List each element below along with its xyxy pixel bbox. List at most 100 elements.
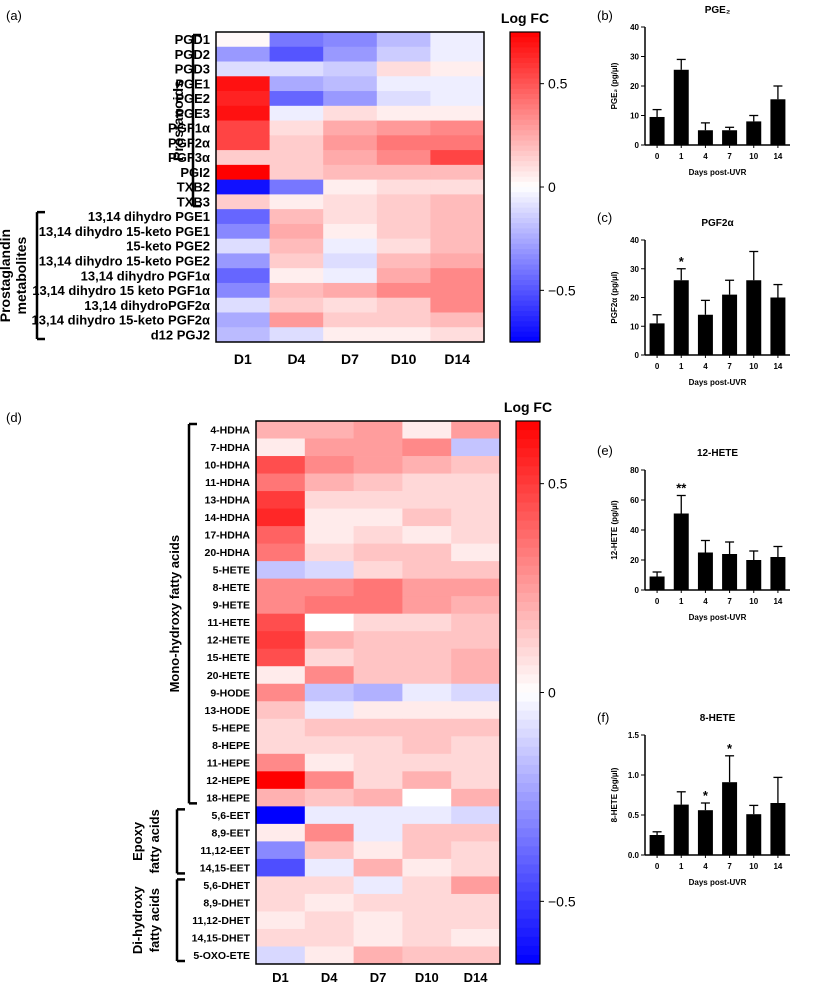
heatmap-a-cell: [269, 253, 324, 269]
heatmap-d-colorbar-segment: [516, 692, 540, 703]
heatmap-a-colorbar-segment: [510, 228, 540, 235]
bar-f-y-label: 8-HETE (pg/µl): [610, 767, 619, 822]
heatmap-d-row-label: 5-HEPE: [212, 722, 250, 734]
heatmap-a-cell: [376, 268, 431, 284]
bar-b-x-tick-label: 1: [679, 152, 684, 161]
bar-e-y-label: 12-HETE (pg/µl): [610, 500, 619, 560]
heatmap-a-colorbar-segment: [510, 212, 540, 219]
heatmap-a-colorbar-segment: [510, 52, 540, 59]
heatmap-a-colorbar-segment: [510, 197, 540, 204]
heatmap-a-cell: [323, 253, 378, 269]
heatmap-d-cell: [304, 788, 354, 807]
heatmap-a-colorbar-title: Log FC: [501, 10, 549, 26]
heatmap-a-colorbar-segment: [510, 125, 540, 131]
heatmap-d-cell: [402, 823, 452, 842]
heatmap-a-cell: [269, 327, 324, 343]
heatmap-a-cell: [430, 209, 485, 225]
heatmap-a-cell: [323, 105, 378, 121]
bar-c-bar: [649, 323, 665, 355]
heatmap-d-row-label: 4-HDHA: [210, 425, 250, 437]
heatmap-d-cell: [402, 508, 452, 527]
heatmap-d-row-label: 18-HEPE: [206, 792, 250, 804]
heatmap-a-cell: [216, 268, 270, 284]
bar-f-x-label: Days post-UVR: [689, 878, 747, 887]
heatmap-d-cell: [256, 736, 306, 755]
heatmap-d-colorbar-segment: [516, 439, 540, 449]
panel-label-b: (b): [597, 8, 613, 23]
heatmap-d-column-label: D7: [370, 970, 387, 985]
heatmap-d-cell: [304, 718, 354, 737]
heatmap-d-cell: [256, 526, 306, 545]
heatmap-d-colorbar-tick-label: 0: [548, 685, 556, 701]
bar-c-x-tick-label: 1: [679, 362, 684, 371]
bar-b-bar: [697, 130, 713, 145]
heatmap-d-row-label: 17-HDHA: [204, 530, 250, 542]
heatmap-d-colorbar-segment: [516, 493, 540, 504]
heatmap-d-colorbar-segment: [516, 602, 540, 612]
heatmap-d-colorbar-segment: [516, 882, 540, 893]
heatmap-d-cell: [256, 771, 306, 790]
heatmap-d-cell: [451, 631, 501, 650]
heatmap-a-column-label: D10: [391, 351, 417, 367]
heatmap-d-colorbar-segment: [516, 620, 540, 630]
heatmap-a-colorbar-segment: [510, 321, 540, 328]
heatmap-d-cell: [353, 421, 403, 439]
heatmap-a-colorbar-tick-label: −0.5: [548, 282, 576, 298]
bar-e-bar: [722, 554, 738, 590]
heatmap-d-cell: [304, 911, 354, 930]
bar-b-x-tick-label: 4: [703, 152, 708, 161]
heatmap-a-cell: [430, 194, 485, 210]
bar-b-y-tick-label: 10: [630, 112, 639, 121]
heatmap-d-cell: [304, 946, 354, 965]
heatmap-d-cell: [451, 473, 501, 492]
panel-label-a: (a): [6, 8, 22, 23]
heatmap-d-cell: [353, 613, 403, 632]
heatmap-a-cell: [430, 253, 485, 269]
heatmap-a-row-label: PGI2: [180, 165, 210, 180]
heatmap-a-cell: [323, 150, 378, 166]
heatmap-d-colorbar-segment: [516, 502, 540, 513]
heatmap-a-cell: [323, 209, 378, 225]
heatmap-d-cell: [402, 648, 452, 667]
bar-e-x-tick-label: 0: [655, 597, 660, 606]
heatmap-d-colorbar-segment: [516, 611, 540, 621]
heatmap-d-cell: [402, 928, 452, 947]
heatmap-d-cell: [451, 946, 501, 965]
heatmap-a-cell: [323, 297, 378, 313]
heatmap-a-cell: [376, 297, 431, 313]
heatmap-d-colorbar-segment: [516, 520, 540, 531]
heatmap-d-cell: [451, 788, 501, 807]
heatmap-d-colorbar-segment: [516, 828, 540, 838]
heatmap-d-cell: [353, 543, 403, 562]
bar-f-x-tick-label: 0: [655, 862, 660, 871]
heatmap-a-cell: [269, 209, 324, 225]
heatmap-d-cell: [353, 753, 403, 772]
heatmap-d-cell: [304, 578, 354, 597]
heatmap-d-colorbar-segment: [516, 710, 540, 721]
heatmap-d-cell: [402, 771, 452, 790]
bar-f-significance-marker: *: [727, 741, 733, 756]
heatmap-d-colorbar-segment: [516, 819, 540, 829]
heatmap-a-cell: [216, 61, 270, 77]
heatmap-a-cell: [323, 120, 378, 136]
heatmap-d-cell: [256, 631, 306, 650]
heatmap-d-colorbar-segment: [516, 638, 540, 648]
heatmap-d-cell: [402, 858, 452, 877]
heatmap-a-cell: [216, 164, 270, 181]
heatmap-a-cell: [376, 282, 431, 299]
bar-f-y-tick-label: 1.5: [628, 731, 640, 740]
heatmap-d-cell: [256, 701, 306, 720]
heatmap-d-colorbar-segment: [516, 574, 540, 585]
heatmap-a-cell: [269, 223, 324, 240]
heatmap-a-cell: [216, 223, 270, 240]
heatmap-a-cell: [323, 46, 378, 62]
heatmap-d-colorbar-segment: [516, 529, 540, 540]
heatmap-d-cell: [353, 631, 403, 650]
heatmap-d-row-label: 15-HETE: [207, 652, 250, 664]
heatmap-a-colorbar-segment: [510, 254, 540, 260]
bar-c-x-tick-label: 0: [655, 362, 660, 371]
heatmap-d-cell: [451, 648, 501, 667]
bar-b-x-label: Days post-UVR: [689, 168, 747, 177]
heatmap-a-cell: [216, 120, 270, 136]
